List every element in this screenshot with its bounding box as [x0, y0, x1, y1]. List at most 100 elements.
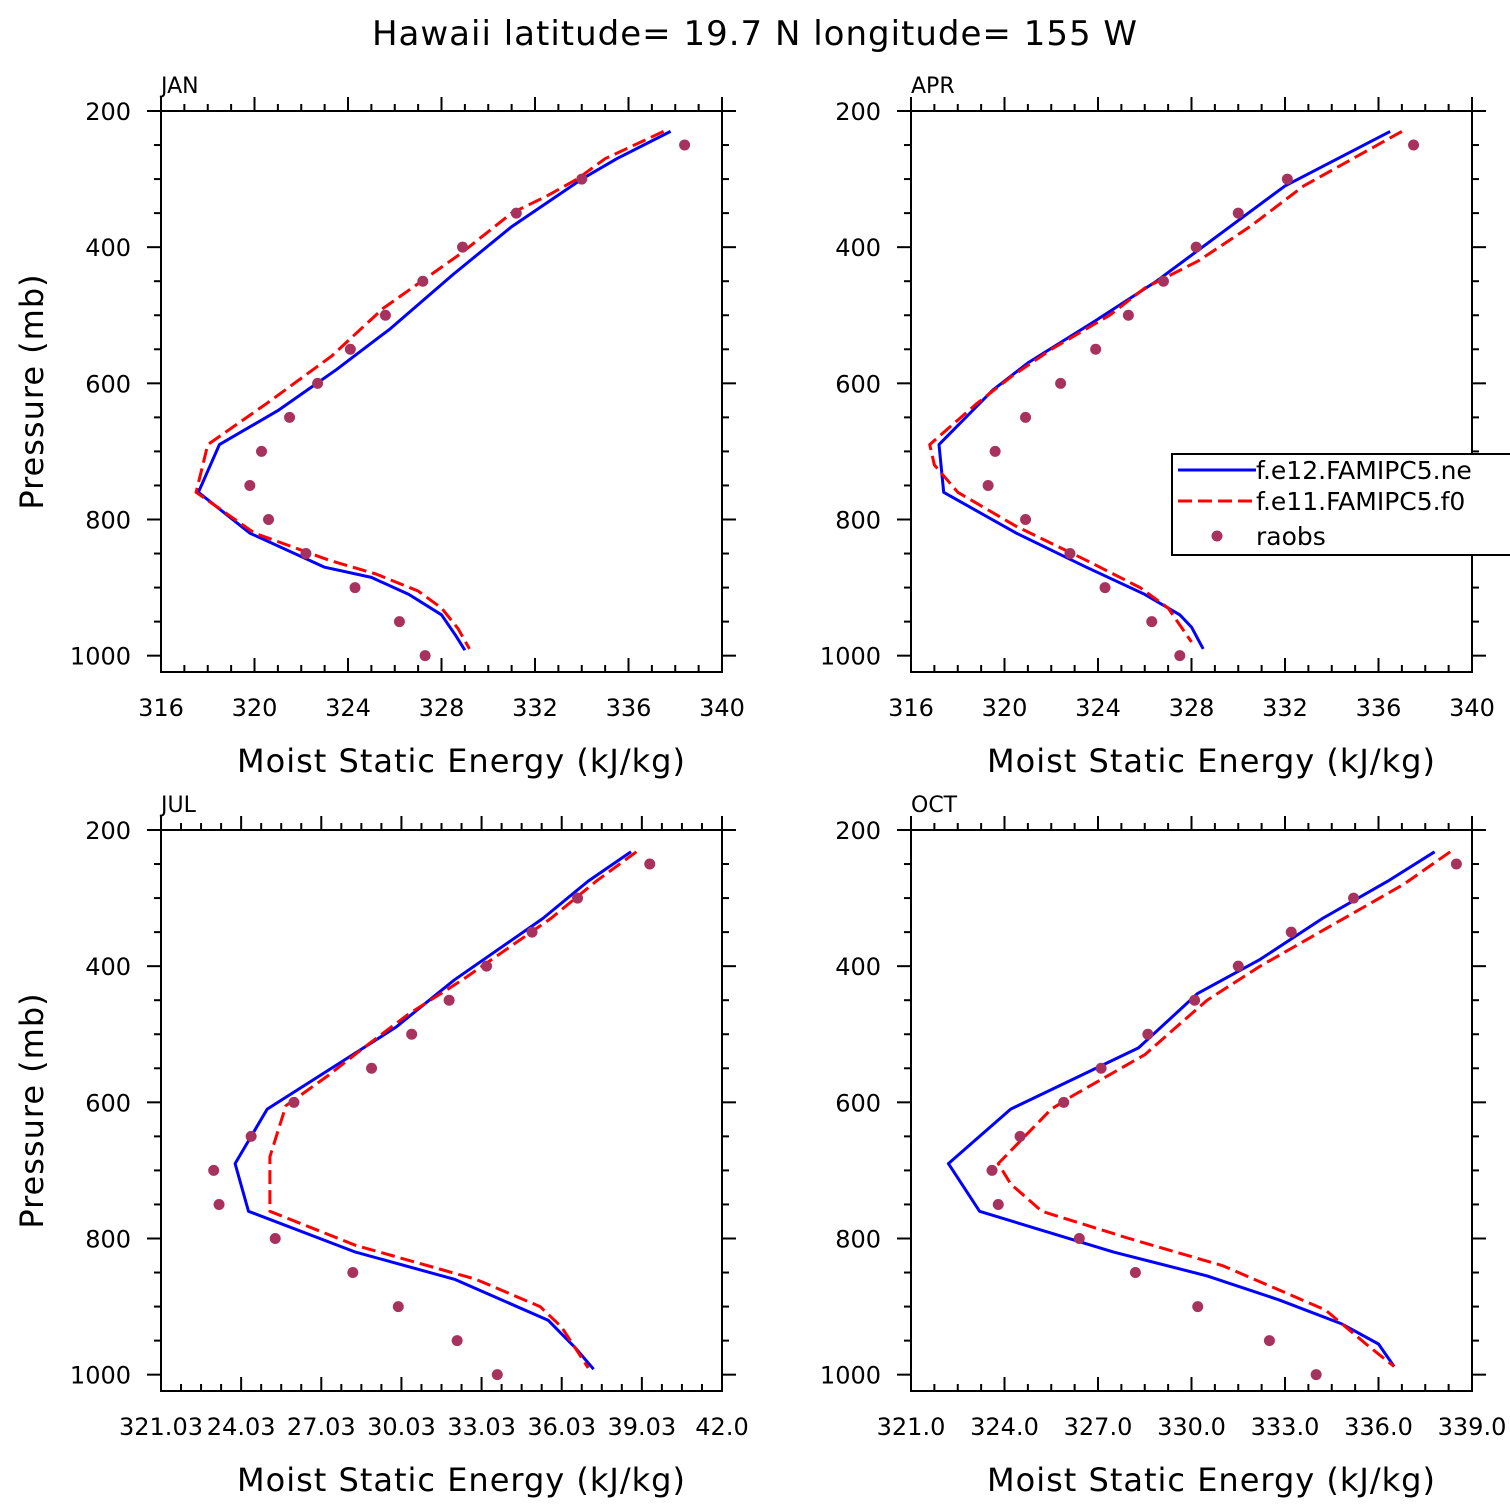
series-line-f-e11	[996, 850, 1452, 1368]
raobs-point	[312, 377, 324, 389]
raobs-point	[1122, 309, 1134, 321]
y-tick-label: 800	[85, 1225, 131, 1253]
panel-oct: OCT 321.0 324.0 327.0 330.0 333.0 336.0 339.0 20…	[820, 793, 1506, 1499]
raobs-point	[1263, 1335, 1275, 1347]
raobs-point	[1450, 858, 1462, 870]
raobs-point	[1232, 207, 1244, 219]
series-line-f-e11	[268, 850, 638, 1369]
raobs-point	[269, 1232, 281, 1244]
y-tick-label: 400	[85, 953, 131, 981]
raobs-point	[263, 513, 275, 525]
raobs-point	[1090, 343, 1102, 355]
raobs-point	[1055, 377, 1067, 389]
x-tick-label: 327.0	[1064, 1413, 1133, 1441]
raobs-point	[1129, 1267, 1141, 1279]
y-tick-label: 600	[835, 370, 881, 398]
x-axis-label-jan: Moist Static Energy (kJ/kg)	[237, 742, 686, 780]
panel-jan: JAN 316 320 324 328 332 336 340 200 400 600 800 1000…	[13, 74, 745, 780]
series-line-f-e12	[946, 850, 1436, 1368]
x-tick-label: 340	[699, 694, 745, 722]
x-tick-label: 336	[1356, 694, 1402, 722]
raobs-point	[1020, 411, 1032, 423]
plot-frame-oct	[910, 829, 1473, 1392]
x-tick-label: 39.03	[607, 1413, 676, 1441]
raobs-point	[992, 1198, 1004, 1210]
y-tick-label: 1000	[820, 643, 881, 671]
raobs-point	[1348, 892, 1360, 904]
series-line-f-e11	[194, 130, 665, 650]
raobs-point	[1232, 960, 1244, 972]
raobs-point	[526, 926, 538, 938]
y-axis-label-jul: Pressure (mb)	[13, 992, 51, 1228]
plot-frame-apr	[910, 110, 1473, 673]
raobs-point	[1408, 139, 1420, 151]
legend-label: f.e11.FAMIPC5.f0	[1256, 487, 1465, 516]
x-tick-label: 336	[606, 694, 652, 722]
raobs-point	[288, 1096, 300, 1108]
raobs-point	[1190, 241, 1202, 253]
raobs-point	[1064, 548, 1076, 560]
raobs-point	[1020, 513, 1032, 525]
raobs-point	[989, 445, 1001, 457]
raobs-point	[245, 1130, 257, 1142]
x-tick-label: 33.03	[447, 1413, 516, 1441]
raobs-point	[256, 445, 268, 457]
raobs-point	[347, 1267, 359, 1279]
x-tick-label: 321.0	[877, 1413, 946, 1441]
raobs-point	[349, 582, 361, 594]
y-tick-label: 1000	[70, 1362, 131, 1390]
raobs-point	[1189, 994, 1201, 1006]
raobs-point	[1073, 1232, 1085, 1244]
x-tick-label: 324	[325, 694, 371, 722]
raobs-point	[1058, 1096, 1070, 1108]
x-tick-label: 324	[1075, 694, 1121, 722]
raobs-point	[213, 1198, 225, 1210]
x-tick-label: 333.0	[1251, 1413, 1320, 1441]
x-tick-label: 320	[982, 694, 1028, 722]
series-line-f-e11	[928, 130, 1403, 643]
legend: f.e12.FAMIPC5.nef.e11.FAMIPC5.f0 raobs	[1171, 453, 1510, 556]
x-tick-label: 24.03	[207, 1413, 276, 1441]
x-axis-label-apr: Moist Static Energy (kJ/kg)	[987, 742, 1436, 780]
panel-title-jan: JAN	[159, 74, 199, 99]
x-tick-label: 320	[232, 694, 278, 722]
raobs-point	[986, 1164, 998, 1176]
y-tick-label: 600	[835, 1089, 881, 1117]
series-line-f-e12	[233, 850, 632, 1371]
x-tick-label: 316	[888, 694, 934, 722]
legend-label: raobs	[1256, 522, 1326, 551]
raobs-point	[451, 1335, 463, 1347]
x-tick-label: 30.03	[367, 1413, 436, 1441]
y-tick-label: 200	[835, 817, 881, 845]
x-axis-label-oct: Moist Static Energy (kJ/kg)	[987, 1461, 1436, 1499]
series-line-f-e12	[196, 130, 672, 651]
x-tick-label: 328	[1169, 694, 1215, 722]
raobs-point	[419, 650, 431, 662]
series-group	[194, 130, 691, 662]
y-tick-label: 800	[835, 1225, 881, 1253]
y-tick-label: 400	[835, 234, 881, 262]
raobs-point	[1095, 1062, 1107, 1074]
y-tick-label: 1000	[70, 643, 131, 671]
raobs-point	[576, 173, 588, 185]
y-axis-label-jan: Pressure (mb)	[13, 273, 51, 509]
raobs-point	[406, 1028, 418, 1040]
raobs-point	[481, 960, 493, 972]
plot-frame-jan	[160, 110, 723, 673]
x-tick-label: 339.0	[1438, 1413, 1507, 1441]
x-tick-label: 321.03	[119, 1413, 203, 1441]
raobs-point	[1014, 1130, 1026, 1142]
raobs-point	[379, 309, 391, 321]
x-tick-label: 324.0	[970, 1413, 1039, 1441]
raobs-point	[457, 241, 469, 253]
y-tick-label: 600	[85, 370, 131, 398]
x-tick-label: 332	[1262, 694, 1308, 722]
y-tick-label: 400	[835, 953, 881, 981]
raobs-point	[393, 616, 405, 628]
raobs-point	[491, 1369, 503, 1381]
x-tick-label: 328	[419, 694, 465, 722]
raobs-point	[1146, 616, 1158, 628]
y-tick-label: 800	[85, 506, 131, 534]
raobs-point	[1310, 1369, 1322, 1381]
